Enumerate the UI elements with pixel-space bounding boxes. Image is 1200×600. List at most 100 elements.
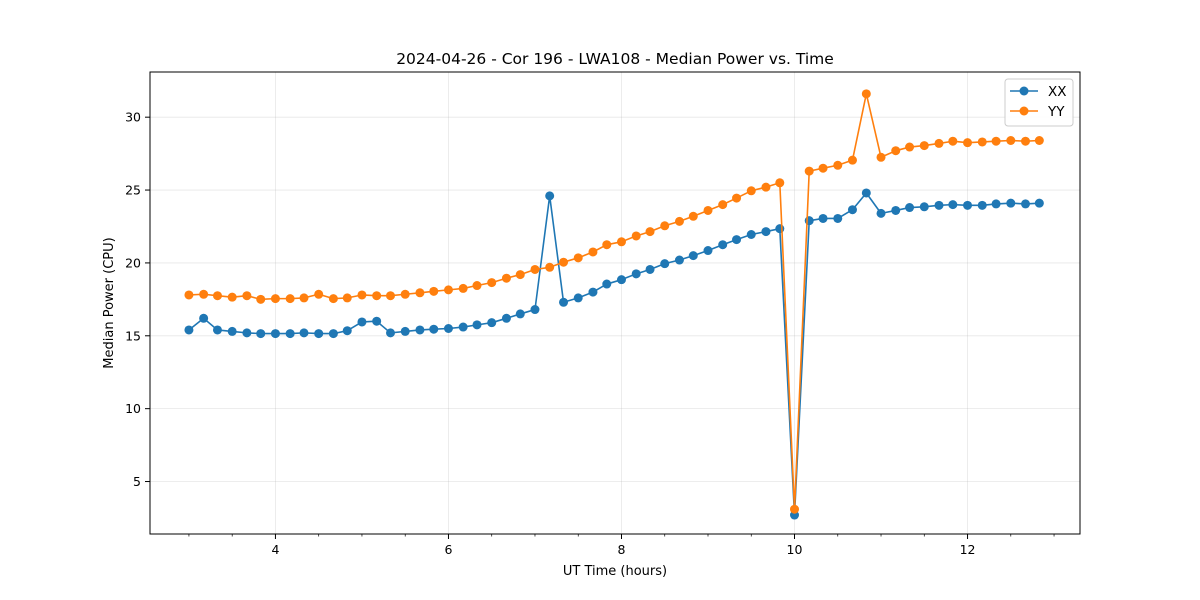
data-point-yy [775, 178, 785, 188]
data-point-yy [948, 136, 958, 146]
data-point-yy [199, 289, 209, 299]
data-point-yy [227, 292, 237, 302]
data-point-yy [212, 291, 222, 301]
data-point-yy [443, 285, 453, 295]
data-point-xx [285, 329, 295, 339]
data-point-xx [905, 203, 915, 213]
data-point-yy [718, 200, 728, 210]
data-point-yy [790, 504, 800, 514]
data-point-yy [645, 227, 655, 237]
series-yy [184, 89, 1044, 514]
data-point-xx [703, 246, 713, 256]
data-point-yy [891, 146, 901, 156]
data-point-xx [891, 205, 901, 215]
data-point-yy [761, 182, 771, 192]
data-point-yy [458, 283, 468, 293]
data-point-xx [818, 213, 828, 223]
data-point-yy [934, 138, 944, 148]
data-point-yy [1006, 136, 1016, 145]
data-point-yy [400, 289, 410, 299]
plot-frame [149, 71, 1081, 535]
data-point-yy [285, 294, 295, 304]
data-point-yy [991, 136, 1001, 146]
data-point-xx [501, 313, 511, 323]
data-point-yy [472, 281, 482, 291]
data-point-yy [501, 273, 511, 283]
data-point-yy [876, 152, 886, 162]
legend: XX YY [1004, 78, 1074, 127]
axis-ticks: 4 6 8 10 12 5 10 15 20 25 30 [125, 110, 1055, 557]
data-point-xx [212, 325, 222, 335]
data-point-xx [256, 329, 266, 339]
x-tick-label: 4 [271, 542, 279, 557]
data-point-xx [674, 255, 684, 265]
data-point-xx [545, 191, 555, 201]
data-point-yy [602, 240, 612, 250]
data-point-yy [342, 293, 352, 303]
data-point-yy [919, 141, 929, 151]
data-series [184, 89, 1044, 520]
data-point-xx [573, 293, 583, 303]
data-point-yy [487, 278, 497, 288]
data-point-yy [328, 294, 338, 304]
data-point-xx [1021, 199, 1030, 209]
series-xx [184, 188, 1044, 520]
data-point-yy [530, 264, 540, 274]
data-point-yy [184, 290, 194, 300]
y-tick-label: 5 [133, 474, 141, 489]
data-point-xx [631, 269, 641, 279]
data-point-yy [242, 291, 252, 301]
data-point-yy [1021, 136, 1030, 146]
data-point-xx [559, 297, 569, 307]
data-point-xx [184, 325, 194, 335]
data-point-xx [372, 316, 382, 326]
data-point-yy [573, 253, 583, 263]
data-point-xx [991, 199, 1001, 209]
y-axis-label: Median Power (CPU) [102, 237, 117, 368]
data-point-xx [386, 328, 395, 338]
data-point-xx [948, 200, 958, 210]
data-point-xx [963, 200, 973, 210]
data-point-xx [861, 188, 871, 198]
data-point-xx [833, 213, 843, 223]
data-point-xx [270, 329, 280, 339]
data-point-xx [718, 240, 728, 250]
data-point-xx [919, 202, 929, 212]
data-point-yy [429, 286, 439, 296]
data-point-xx [400, 326, 410, 336]
data-point-xx [1034, 198, 1044, 208]
data-point-yy [588, 247, 598, 257]
x-tick-label: 8 [618, 542, 626, 557]
data-point-yy [545, 262, 555, 272]
data-point-yy [415, 288, 425, 298]
data-point-xx [242, 328, 252, 338]
data-point-xx [847, 205, 857, 215]
x-tick-label: 12 [960, 542, 976, 557]
data-point-yy [977, 137, 987, 147]
data-point-yy [372, 291, 382, 301]
x-tick-label: 10 [787, 542, 803, 557]
data-point-xx [732, 235, 742, 245]
data-point-yy [963, 138, 973, 148]
legend-label-yy: YY [1047, 104, 1065, 120]
data-point-yy [270, 294, 280, 304]
data-point-xx [1006, 198, 1016, 208]
data-point-yy [703, 205, 713, 215]
data-point-yy [746, 186, 756, 196]
data-point-yy [616, 237, 626, 247]
data-point-xx [227, 326, 237, 336]
data-point-xx [934, 200, 944, 210]
data-point-yy [299, 293, 309, 303]
data-point-yy [833, 160, 843, 170]
data-point-xx [328, 329, 338, 339]
data-point-xx [530, 305, 540, 315]
data-point-xx [342, 326, 352, 336]
data-point-xx [660, 259, 670, 269]
y-tick-label: 30 [125, 110, 141, 125]
legend-marker-yy [1019, 106, 1029, 116]
y-tick-label: 10 [125, 401, 141, 416]
y-tick-label: 25 [125, 183, 141, 198]
data-point-xx [487, 318, 497, 328]
data-point-xx [357, 317, 367, 327]
